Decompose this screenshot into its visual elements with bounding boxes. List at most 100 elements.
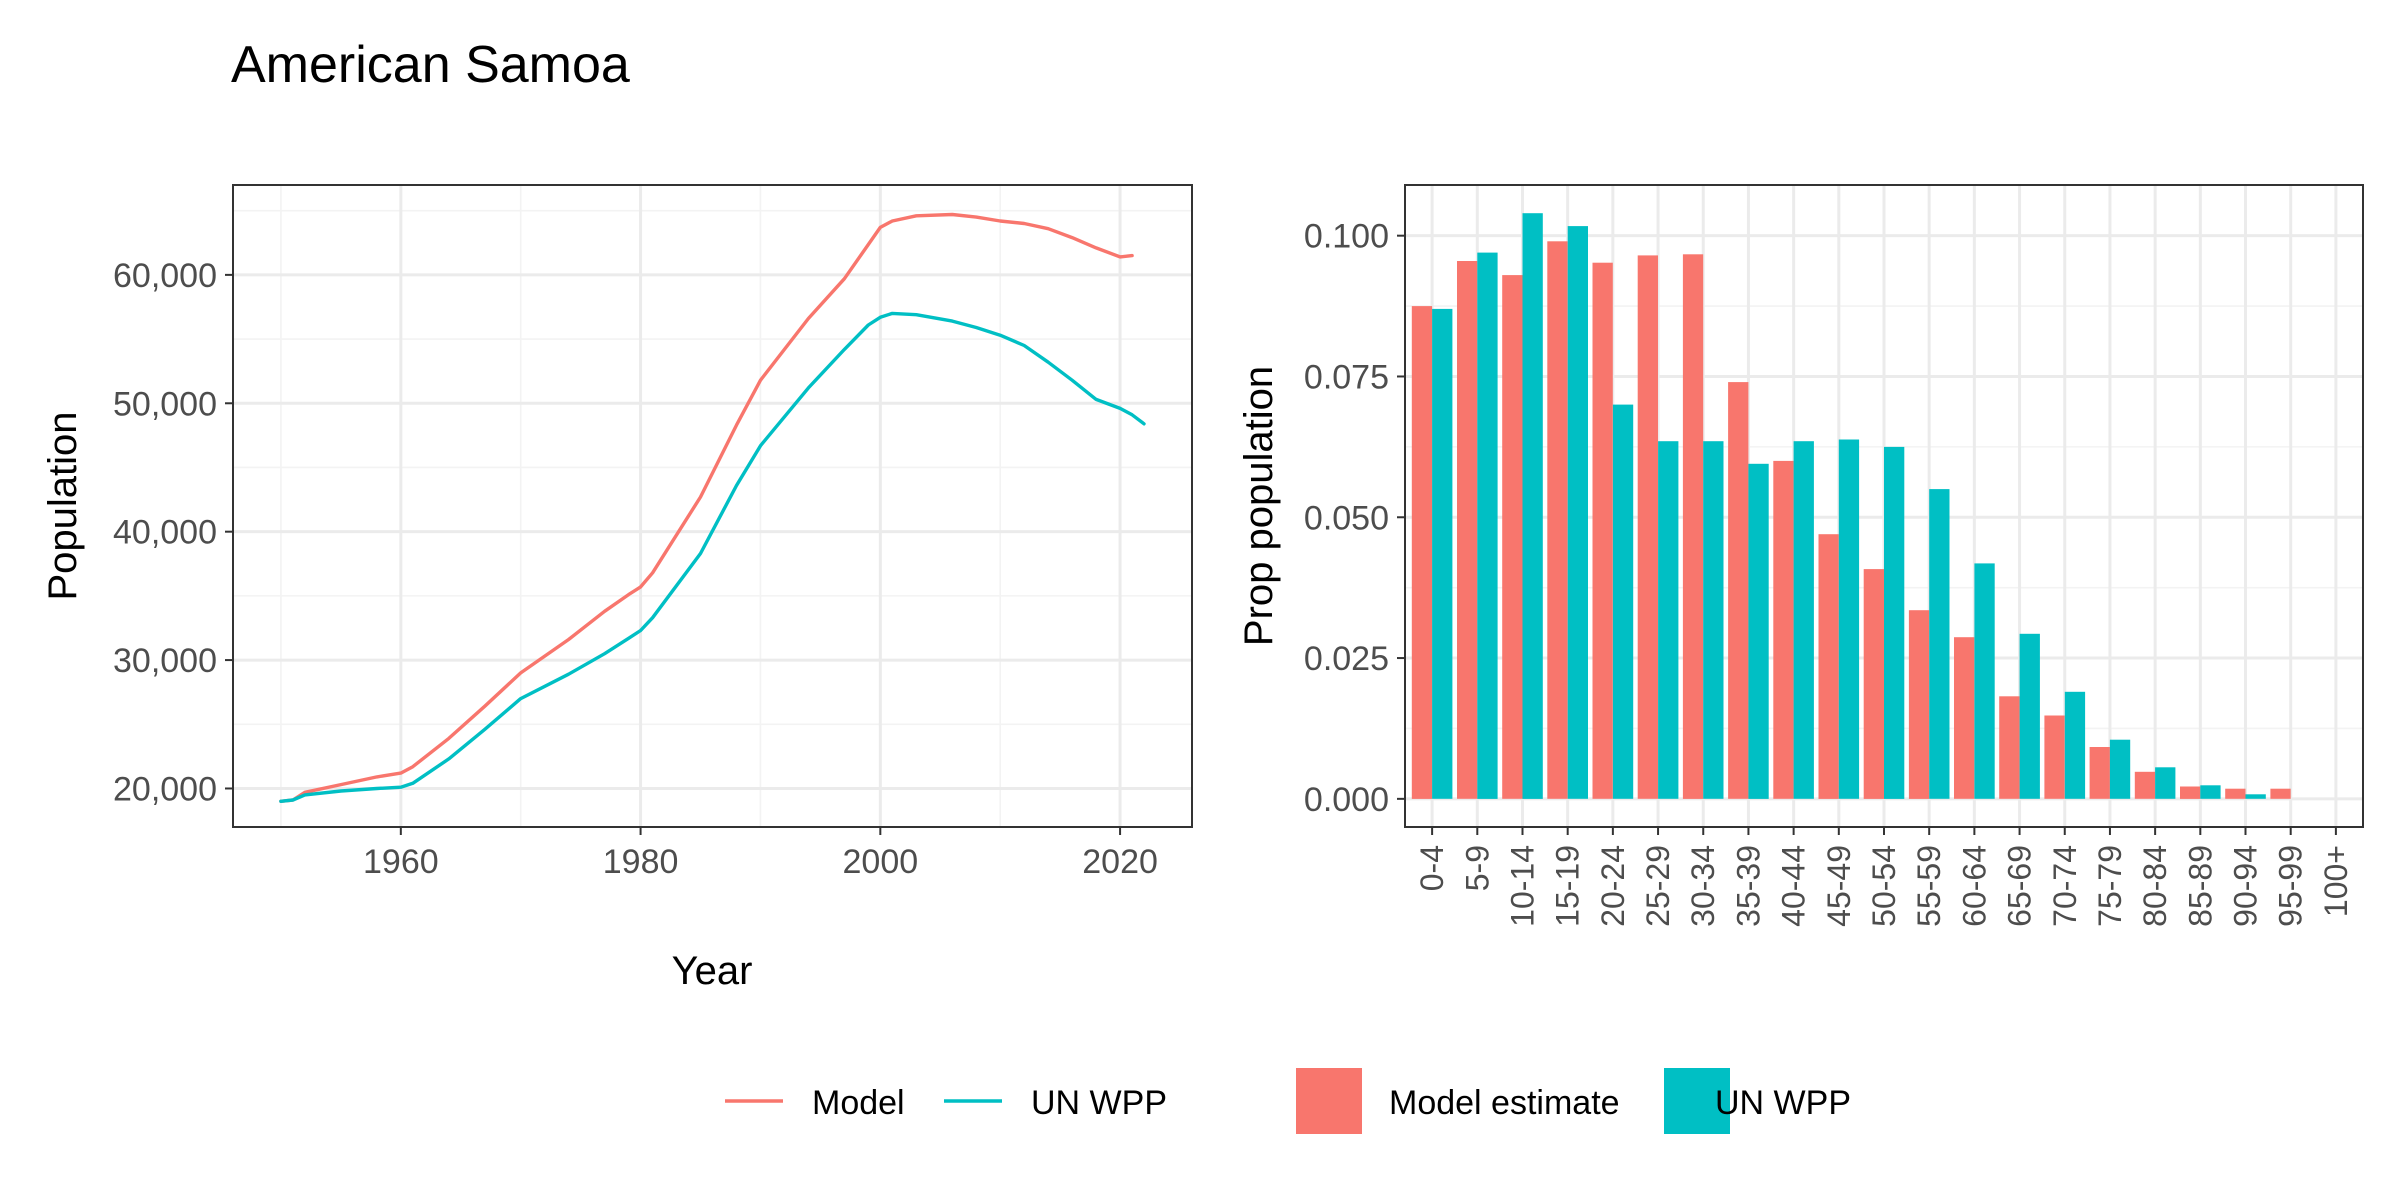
line-chart-y-tick-label: 50,000: [113, 385, 217, 423]
legend-label-un-wpp-line: UN WPP: [1031, 1084, 1167, 1122]
bar-un-wpp-90-94: [2245, 794, 2266, 799]
bar-un-wpp-55-59: [1929, 489, 1950, 799]
bar-model-estimate-35-39: [1728, 382, 1749, 799]
bar-chart-y-tick-label: 0.050: [1304, 499, 1389, 537]
bar-chart-y-axis: 0.000 0.025 0.050 0.075 0.100: [1304, 218, 1405, 819]
bar-un-wpp-35-39: [1748, 463, 1769, 799]
bar-un-wpp-40-44: [1793, 441, 1814, 799]
bar-model-estimate-0-4: [1411, 306, 1433, 799]
bar-un-wpp-85-89: [2200, 785, 2221, 799]
bar-chart-x-tick-label: 80-84: [2137, 845, 2173, 927]
bar-model-estimate-70-74: [2044, 715, 2065, 799]
bar-model-estimate-55-59: [1908, 610, 1930, 799]
bar-chart-x-axis: 0-4 5-9 10-14 15-19 20-24 25-29 30-34 35-39 40-4…: [1414, 827, 2354, 927]
bar-un-wpp-5-9: [1477, 252, 1498, 799]
bar-model-estimate-75-79: [2089, 747, 2110, 799]
bar-un-wpp-0-4: [1432, 308, 1453, 799]
bar-un-wpp-10-14: [1522, 213, 1543, 799]
line-chart-x-axis-title: Year: [672, 949, 753, 993]
bar-chart-x-tick-label: 10-14: [1505, 845, 1541, 927]
legend-label-un-wpp-bar: UN WPP: [1715, 1084, 1851, 1122]
bar-model-estimate-50-54: [1863, 569, 1884, 799]
line-chart-panel-border: [232, 184, 1193, 828]
bar-un-wpp-80-84: [2155, 767, 2176, 799]
bar-chart-x-tick-label: 50-54: [1866, 845, 1902, 927]
line-chart-panel-background: [233, 185, 1192, 827]
bar-chart-x-tick-label: 65-69: [2002, 845, 2038, 927]
bar-un-wpp-45-49: [1838, 439, 1860, 799]
bar-chart-y-tick-label: 0.075: [1304, 358, 1389, 396]
bar-un-wpp-70-74: [2064, 691, 2086, 799]
line-chart-y-tick-label: 20,000: [113, 770, 217, 808]
line-chart-y-tick-label: 30,000: [113, 642, 217, 680]
line-chart-y-axis-title: Population: [41, 411, 85, 600]
bar-model-estimate-5-9: [1457, 261, 1478, 799]
bar-chart-x-tick-label: 100+: [2318, 845, 2354, 917]
bar-chart-y-tick-label: 0.025: [1304, 640, 1389, 678]
line-chart-x-tick-label: 2020: [1082, 843, 1158, 881]
line-chart-x-tick-label: 1980: [603, 843, 679, 881]
bar-un-wpp-20-24: [1612, 404, 1634, 799]
line-chart-legend: Model UN WPP: [725, 1084, 1167, 1122]
legend-key-model-estimate: [1296, 1068, 1362, 1134]
bar-model-estimate-65-69: [1999, 696, 2020, 799]
bar-model-estimate-90-94: [2225, 788, 2246, 799]
bar-model-estimate-10-14: [1502, 275, 1523, 799]
bar-chart-y-tick-label: 0.000: [1304, 781, 1389, 819]
bar-model-estimate-20-24: [1592, 262, 1613, 799]
bar-model-estimate-15-19: [1547, 241, 1568, 799]
bar-model-estimate-95-99: [2270, 788, 2291, 799]
line-chart-x-tick-label: 1960: [363, 843, 439, 881]
bar-chart-x-tick-label: 90-94: [2228, 845, 2264, 927]
line-chart-y-axis: 20,000 30,000 40,000 50,000 60,000: [113, 257, 233, 808]
bar-chart-y-tick-label: 0.100: [1304, 218, 1389, 256]
line-series-un-wpp: [279, 311, 1146, 803]
bar-chart-x-tick-label: 75-79: [2092, 845, 2128, 927]
line-series-model: [279, 212, 1134, 803]
bar-chart-x-tick-label: 30-34: [1685, 845, 1721, 927]
bar-un-wpp-15-19: [1567, 226, 1588, 799]
line-chart-y-tick-label: 40,000: [113, 514, 217, 552]
bar-chart-x-tick-label: 85-89: [2182, 845, 2218, 927]
bar-chart-x-tick-label: 15-19: [1550, 845, 1586, 927]
bar-un-wpp-65-69: [2019, 633, 2040, 799]
bar-chart-x-tick-label: 70-74: [2047, 845, 2083, 927]
figure-title: American Samoa: [231, 36, 630, 94]
legend-label-model: Model: [812, 1084, 905, 1122]
bar-chart-x-tick-label: 40-44: [1776, 845, 1812, 927]
line-chart-gridlines: [233, 185, 1192, 827]
bar-chart-x-tick-label: 0-4: [1414, 845, 1450, 891]
bar-un-wpp-25-29: [1658, 441, 1679, 799]
bar-chart-x-tick-label: 5-9: [1459, 845, 1495, 891]
bar-model-estimate-30-34: [1682, 254, 1704, 799]
bar-chart-y-axis-title: Prop population: [1237, 366, 1281, 646]
bar-model-estimate-85-89: [2180, 786, 2201, 799]
bar-chart-bars: [1411, 213, 2291, 799]
line-chart-series: [279, 212, 1146, 803]
bar-chart-x-tick-label: 20-24: [1595, 845, 1631, 927]
legend-key-un-wpp-bar: [1664, 1068, 1730, 1134]
bar-model-estimate-45-49: [1818, 534, 1839, 799]
bar-model-estimate-60-64: [1954, 637, 1975, 799]
bar-chart-legend: Model estimate UN WPP: [1296, 1068, 1851, 1134]
bar-chart-x-tick-label: 95-99: [2273, 845, 2309, 927]
bar-model-estimate-25-29: [1637, 255, 1658, 799]
bar-un-wpp-75-79: [2109, 739, 2131, 799]
age-distribution-bar-chart: 0.000 0.025 0.050 0.075 0.100 0-4 5-9 10-14 15-…: [1237, 184, 2364, 927]
bar-un-wpp-50-54: [1884, 446, 1905, 799]
bar-chart-x-tick-label: 45-49: [1821, 845, 1857, 927]
bar-un-wpp-60-64: [1974, 563, 1995, 799]
bar-un-wpp-30-34: [1703, 441, 1724, 799]
bar-chart-x-tick-label: 55-59: [1911, 845, 1947, 927]
line-chart-y-tick-label: 60,000: [113, 257, 217, 295]
line-chart-x-tick-label: 2000: [843, 843, 919, 881]
line-chart-x-axis: 1960 1980 2000 2020: [363, 827, 1158, 881]
bar-chart-x-tick-label: 60-64: [1956, 845, 1992, 927]
bar-chart-x-tick-label: 25-29: [1640, 845, 1676, 927]
population-line-chart: 20,000 30,000 40,000 50,000 60,000 1960 1980 2…: [41, 184, 1193, 993]
bar-model-estimate-40-44: [1773, 460, 1794, 799]
legend-label-model-estimate: Model estimate: [1389, 1084, 1620, 1122]
bar-chart-x-tick-label: 35-39: [1730, 845, 1766, 927]
bar-model-estimate-80-84: [2134, 771, 2156, 799]
